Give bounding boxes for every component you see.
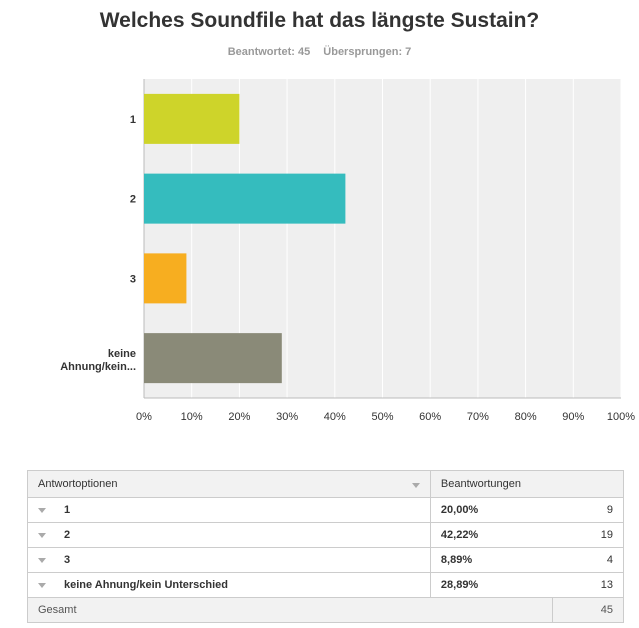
bar xyxy=(144,333,282,384)
response-stats: Beantwortet: 45 Übersprungen: 7 xyxy=(0,46,639,58)
option-label: keine Ahnung/kein Unterschied xyxy=(64,579,229,591)
row-option-cell: 1 xyxy=(27,497,431,523)
y-category-label: 3 xyxy=(130,273,136,285)
total-row: Gesamt 45 xyxy=(26,597,624,623)
table-row: 3 8,89% 4 xyxy=(27,547,624,573)
row-option-cell: 2 xyxy=(27,522,431,548)
percent-cell: 42,22% xyxy=(429,522,553,548)
count-cell: 13 xyxy=(552,572,624,598)
bar-chart: 0% 10% 20% 30% 40% 50% 60% 70% 80% 90% 100% 1 2 3 kein… xyxy=(60,79,635,423)
x-tick-label: 90% xyxy=(562,411,584,423)
results-table: Antwortoptionen Beantwortungen 1 20,00% … xyxy=(26,470,625,623)
chart-title: Welches Soundfile hat das längste Sustai… xyxy=(99,9,540,32)
total-label: Gesamt xyxy=(26,597,554,623)
option-label: 1 xyxy=(64,504,71,516)
x-tick-label: 40% xyxy=(324,411,346,423)
table-row: 2 42,22% 19 xyxy=(27,522,624,548)
expand-chevron-down-icon[interactable] xyxy=(38,507,46,513)
skipped-count: Übersprungen: 7 xyxy=(323,46,412,58)
total-count: 45 xyxy=(552,597,624,623)
x-tick-label: 20% xyxy=(228,411,250,423)
percent-cell: 28,89% xyxy=(429,572,553,598)
x-tick-label: 100% xyxy=(607,411,635,423)
answered-count: Beantwortet: 45 xyxy=(227,46,311,58)
percent-cell: 20,00% xyxy=(429,497,553,523)
row-option-cell: 3 xyxy=(27,547,431,573)
x-tick-label: 80% xyxy=(515,411,537,423)
x-tick-label: 50% xyxy=(371,411,393,423)
option-label: 3 xyxy=(64,554,71,566)
row-option-cell: keine Ahnung/kein Unterschied xyxy=(27,572,431,598)
sort-chevron-down-icon[interactable] xyxy=(411,483,420,488)
y-category-label: 2 xyxy=(130,194,136,206)
x-tick-label: 10% xyxy=(181,411,203,423)
x-tick-label: 60% xyxy=(419,411,441,423)
column-header-options[interactable]: Antwortoptionen xyxy=(27,470,431,498)
table-row: keine Ahnung/kein Unterschied 28,89% 13 xyxy=(27,572,624,598)
count-cell: 19 xyxy=(552,522,624,548)
option-label: 2 xyxy=(64,529,71,541)
x-tick-label: 30% xyxy=(276,411,298,423)
expand-chevron-down-icon[interactable] xyxy=(38,582,46,588)
x-tick-label: 70% xyxy=(467,411,489,423)
bar xyxy=(144,93,240,144)
table-row: 1 20,00% 9 xyxy=(27,497,624,523)
y-category-label: keine Ahnung/kein... xyxy=(60,348,136,373)
x-tick-label: 0% xyxy=(136,411,152,423)
column-header-responses: Beantwortungen xyxy=(429,470,625,498)
expand-chevron-down-icon[interactable] xyxy=(38,557,46,563)
column-header-options-label: Antwortoptionen xyxy=(38,478,118,490)
y-category-label: 1 xyxy=(130,114,136,126)
bar xyxy=(144,173,346,224)
expand-chevron-down-icon[interactable] xyxy=(38,532,46,538)
percent-cell: 8,89% xyxy=(429,547,553,573)
count-cell: 4 xyxy=(552,547,624,573)
count-cell: 9 xyxy=(552,497,624,523)
bar xyxy=(144,253,187,304)
